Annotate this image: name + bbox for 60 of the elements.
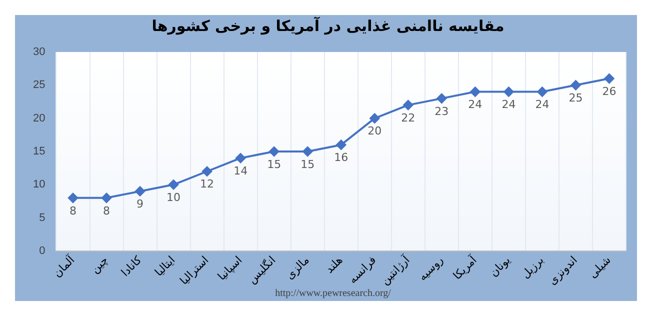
- point: [604, 74, 614, 84]
- point: [202, 166, 212, 176]
- data-label: 8: [69, 204, 76, 218]
- x-tick-label: چین: [88, 254, 111, 276]
- data-label: 24: [502, 98, 516, 112]
- point: [102, 192, 112, 203]
- y-tick-label: 30: [32, 46, 46, 58]
- y-tick-label: 20: [32, 112, 46, 124]
- x-tick-label: آرژانتین: [378, 252, 413, 288]
- data-label: 15: [267, 158, 282, 171]
- x-tick-label: فرانسه: [346, 254, 379, 286]
- x-tick-label: اسپانیا: [215, 254, 245, 284]
- point: [537, 86, 548, 97]
- x-tick-label: روسیه: [416, 254, 446, 284]
- x-tick-label: انگلیس: [246, 254, 278, 286]
- data-label: 15: [300, 158, 315, 171]
- point: [168, 180, 179, 190]
- data-label: 24: [535, 98, 550, 112]
- point: [269, 146, 280, 156]
- text: http://www.pewresearch.org/: [274, 288, 392, 299]
- data-label: 20: [368, 124, 382, 138]
- y-tick-label: 10: [32, 178, 46, 191]
- point: [68, 192, 78, 203]
- x-tick-label: ایتالیا: [152, 254, 178, 279]
- data-label: 9: [136, 198, 144, 211]
- y-tick-label: 25: [32, 79, 46, 92]
- point: [236, 153, 246, 164]
- x-tick-label: یونان: [487, 254, 513, 280]
- chart-title: مقایسه ناامنی غذایی در آمریکا و برخی کشورها: [152, 16, 504, 35]
- data-label: 24: [468, 98, 482, 112]
- data-label: 25: [568, 92, 583, 105]
- data-label: 26: [602, 84, 616, 98]
- data-label: 16: [334, 151, 348, 164]
- y-tick-label: 15: [32, 146, 46, 158]
- point: [135, 186, 146, 196]
- x-tick-label: استرالیا: [177, 254, 212, 288]
- y-tick-label: 0: [39, 244, 46, 257]
- point: [436, 93, 447, 104]
- point: [470, 86, 480, 97]
- point: [403, 100, 414, 110]
- x-tick-label: کانادا: [118, 253, 145, 280]
- y-tick-label: 5: [39, 212, 46, 224]
- data-label: 12: [200, 178, 214, 191]
- point: [370, 113, 380, 124]
- point: [336, 140, 346, 150]
- x-tick-label: مالزی: [283, 254, 312, 282]
- x-tick-label: اندونزی: [546, 254, 580, 288]
- point: [570, 80, 581, 90]
- data-label: 8: [103, 204, 110, 218]
- data-label: 22: [401, 111, 416, 124]
- point: [302, 146, 313, 156]
- x-tick-label: هلند: [322, 253, 346, 276]
- x-tick-label: برزیل: [518, 254, 546, 282]
- data-label: 14: [234, 164, 248, 178]
- x-tick-label: شیلی: [586, 254, 614, 281]
- x-tick-label: آمریکا: [450, 252, 480, 282]
- x-tick-label: آلمان: [50, 252, 78, 280]
- data-label: 23: [434, 104, 449, 118]
- point: [504, 86, 514, 97]
- data-label: 10: [166, 190, 181, 204]
